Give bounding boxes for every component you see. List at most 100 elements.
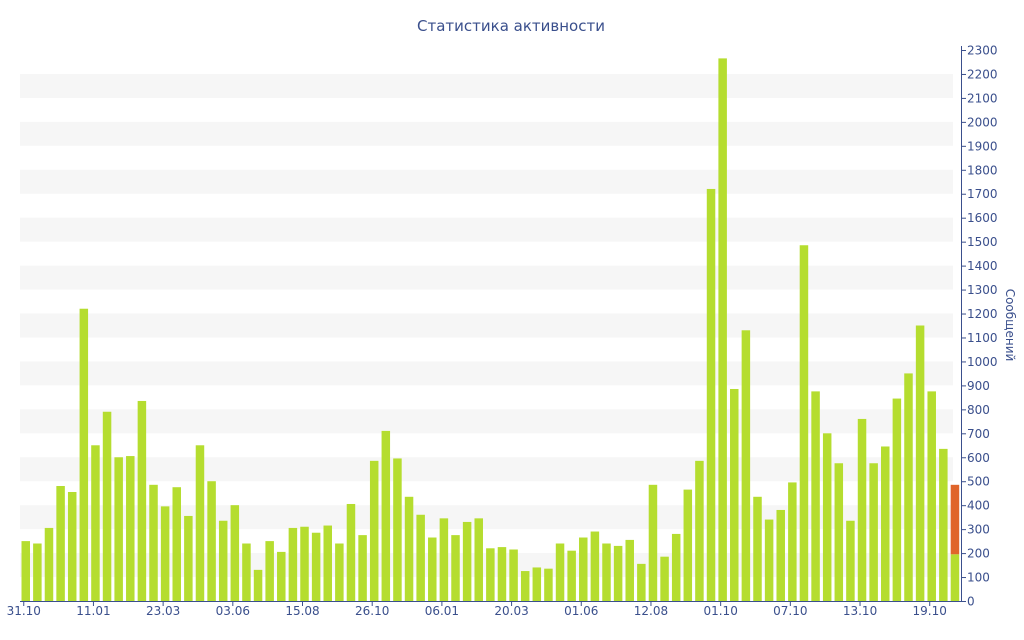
bar — [33, 543, 42, 601]
bar — [915, 325, 925, 601]
bar — [741, 330, 751, 601]
bar — [335, 543, 344, 601]
bar — [613, 545, 623, 601]
bar — [718, 58, 727, 602]
bar — [474, 518, 483, 601]
y-tick-label: 2100 — [967, 91, 998, 105]
y-tick-label: 300 — [967, 523, 990, 537]
bar — [497, 547, 507, 601]
bar — [137, 400, 147, 601]
grid-band — [20, 265, 953, 290]
y-tick-label: 2000 — [967, 115, 998, 129]
y-tick-label: 0 — [967, 595, 975, 609]
bar — [428, 537, 437, 601]
bar — [567, 550, 576, 601]
bar — [846, 520, 855, 601]
bar — [323, 525, 332, 601]
bar — [242, 543, 251, 601]
y-tick-label: 1500 — [967, 235, 998, 249]
bar — [404, 496, 414, 601]
bar — [776, 509, 785, 601]
bar — [602, 543, 611, 601]
bar — [102, 411, 112, 601]
bar — [532, 567, 542, 601]
bar — [892, 398, 902, 601]
bar — [555, 543, 565, 601]
y-tick-label: 1300 — [967, 283, 998, 297]
bar — [695, 460, 704, 601]
x-tick-label: 26.10 — [355, 604, 389, 618]
bar — [253, 569, 263, 601]
x-tick-label: 12.08 — [634, 604, 668, 618]
x-tick-label: 19.10 — [913, 604, 947, 618]
bar — [358, 535, 367, 601]
bar — [648, 484, 658, 601]
bar — [950, 554, 960, 601]
x-tick-label: 31.10 — [7, 604, 41, 618]
bar — [393, 458, 402, 601]
bar — [218, 520, 228, 601]
bars — [21, 58, 960, 602]
bar — [799, 245, 809, 601]
bar — [822, 433, 832, 601]
bar — [904, 373, 913, 601]
y-tick-label: 2200 — [967, 67, 998, 81]
y-tick-label: 800 — [967, 403, 990, 417]
y-tick-labels: 0 100 200 300 400 500 600 700 800 900 1000 1100 1200… — [961, 44, 998, 609]
y-tick-label: 100 — [967, 571, 990, 585]
bar — [462, 521, 472, 601]
y-tick-label: 200 — [967, 547, 990, 561]
bar — [753, 496, 762, 601]
y-axis-label: Сообщений — [1003, 289, 1017, 362]
bar — [311, 532, 321, 601]
bar — [67, 491, 77, 601]
bar — [79, 308, 89, 601]
bar — [683, 489, 693, 601]
bar — [939, 448, 948, 601]
bar — [44, 527, 54, 601]
axes — [20, 46, 962, 602]
bar — [300, 526, 309, 601]
bar — [184, 515, 193, 601]
bar — [451, 535, 460, 601]
bar — [288, 527, 298, 601]
bar — [172, 487, 181, 601]
y-tick-label: 1600 — [967, 211, 998, 225]
bar — [590, 531, 600, 601]
bar — [660, 556, 669, 601]
bar — [114, 457, 123, 601]
bar — [91, 445, 100, 601]
grid-band — [20, 313, 953, 338]
bar — [56, 486, 65, 601]
y-tick-label: 1200 — [967, 307, 998, 321]
bar — [811, 391, 820, 601]
x-tick-label: 13.10 — [843, 604, 877, 618]
grid-band — [20, 73, 953, 98]
bar — [509, 549, 518, 601]
x-tick-label: 07.10 — [773, 604, 807, 618]
grid-band — [20, 217, 953, 242]
bar — [544, 568, 553, 601]
y-tick-label: 1900 — [967, 139, 998, 153]
x-tick-label: 06.01 — [425, 604, 459, 618]
bar — [637, 563, 646, 601]
y-tick-label: 400 — [967, 499, 990, 513]
bar — [869, 463, 878, 601]
y-tick-label: 600 — [967, 451, 990, 465]
bar — [520, 571, 530, 601]
chart-title: Статистика активности — [417, 17, 605, 35]
bar — [195, 445, 205, 601]
grid-band — [20, 361, 953, 386]
bar — [416, 514, 425, 601]
bar-highlight — [950, 484, 960, 555]
bar — [346, 503, 356, 601]
bar — [381, 430, 391, 601]
bar — [265, 541, 274, 601]
y-tick-label: 1100 — [967, 331, 998, 345]
bar — [671, 533, 681, 601]
bar — [160, 506, 170, 601]
bar — [149, 484, 158, 601]
bar — [579, 537, 588, 601]
x-tick-label: 01.06 — [564, 604, 598, 618]
